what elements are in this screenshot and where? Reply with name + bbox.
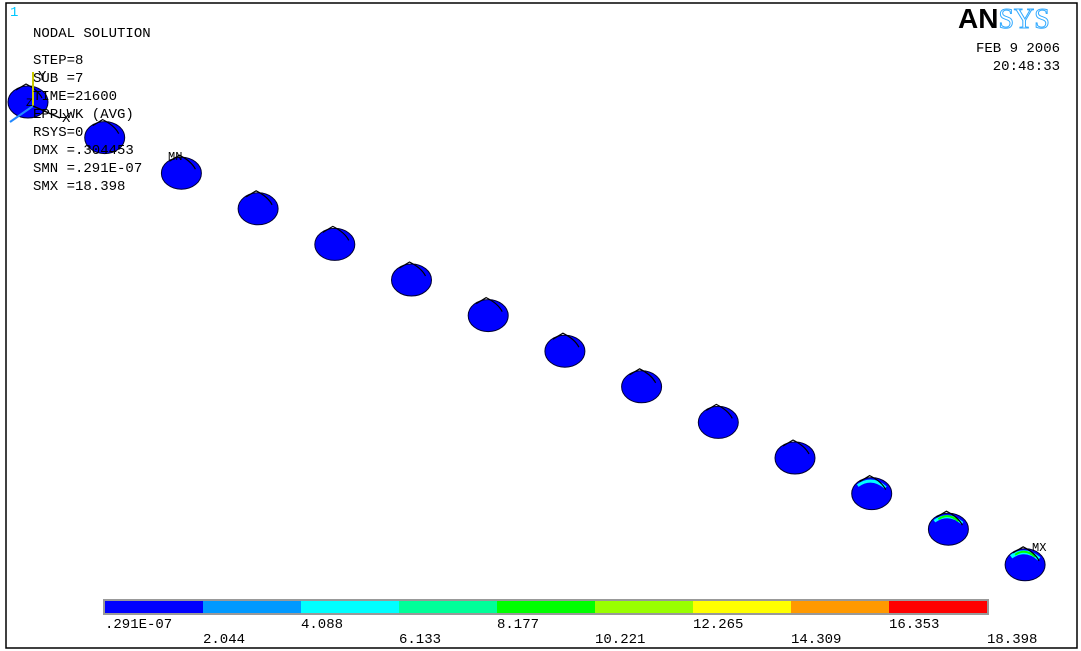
element: [622, 371, 662, 403]
frame: [6, 3, 1077, 648]
colorbar-label: 4.088: [301, 617, 343, 633]
logo: ANSYS: [958, 3, 1050, 35]
max-marker: MX: [1032, 541, 1046, 555]
element: [698, 406, 738, 438]
colorbar-label: 12.265: [693, 617, 743, 633]
logo-light: SYS: [998, 4, 1049, 35]
header-line: SMX =18.398: [33, 179, 125, 195]
element: [238, 193, 278, 225]
header-line: STEP=8: [33, 53, 83, 69]
colorbar-label: 8.177: [497, 617, 539, 633]
time: 20:48:33: [993, 59, 1060, 75]
date: FEB 9 2006: [976, 41, 1060, 57]
logo-bold: AN: [958, 3, 998, 34]
page: 1 NODAL SOLUTION ANSYS FEB 9 2006 20:48:…: [0, 0, 1081, 651]
header-line: SUB =7: [33, 71, 83, 87]
colorbar-label: 10.221: [595, 632, 645, 648]
graphics-window: 1 NODAL SOLUTION ANSYS FEB 9 2006 20:48:…: [0, 0, 1081, 651]
window-number: 1: [10, 5, 18, 21]
colorbar-segment: [203, 601, 301, 613]
colorbar-segment: [595, 601, 693, 613]
colorbar-label: 2.044: [203, 632, 245, 648]
colorbar-label: .291E-07: [105, 617, 172, 633]
header-line: RSYS=0: [33, 125, 83, 141]
triad-z: Z: [26, 98, 33, 110]
header-line: SMN =.291E-07: [33, 161, 142, 177]
colorbar-segment: [889, 601, 987, 613]
colorbar-segment: [301, 601, 399, 613]
header-line: DMX =.304453: [33, 143, 134, 159]
element: [545, 335, 585, 367]
element: [775, 442, 815, 474]
colorbar-segment: [399, 601, 497, 613]
colorbar-label: 6.133: [399, 632, 441, 648]
colorbar-segment: [105, 601, 203, 613]
element: [468, 300, 508, 332]
colorbar-segment: [497, 601, 595, 613]
header-title: NODAL SOLUTION: [33, 26, 151, 42]
header-line: TIME=21600: [33, 89, 117, 105]
colorbar-segment: [791, 601, 889, 613]
header-line: EPPLWK (AVG): [33, 107, 134, 123]
colorbar-label: 18.398: [987, 632, 1037, 648]
colorbar-label: 14.309: [791, 632, 841, 648]
element: [392, 264, 432, 296]
min-marker: MN: [168, 150, 182, 164]
colorbar-segment: [693, 601, 791, 613]
element: [315, 228, 355, 260]
colorbar-label: 16.353: [889, 617, 939, 633]
